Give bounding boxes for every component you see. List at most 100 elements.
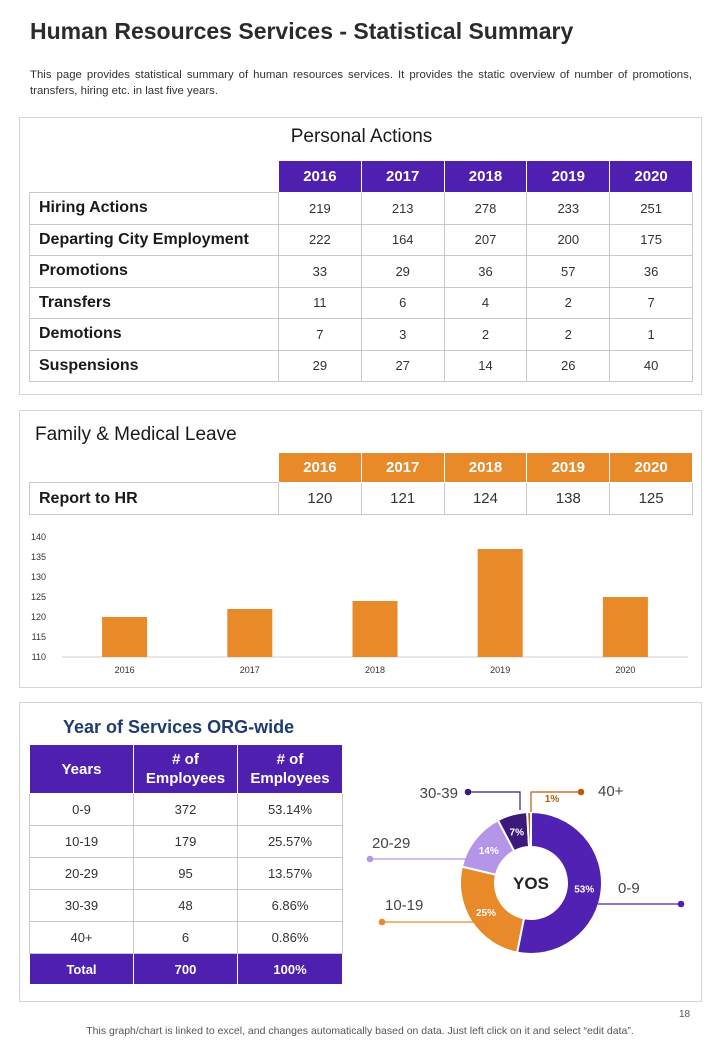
personal-actions-heading: Personal Actions [290, 126, 433, 147]
table-cell: 2 [443, 318, 528, 351]
row-label: Transfers [29, 286, 279, 319]
year-header: 2016 [278, 160, 362, 193]
family-leave-table: 2016 2017 2018 2019 2020 Report to HR 12… [29, 452, 693, 515]
years-header: Years [29, 744, 134, 794]
table-cell: 175 [609, 223, 693, 256]
y-tick-label: 120 [31, 612, 46, 622]
year-header: 2020 [609, 452, 693, 483]
category-label: 20-29 [372, 835, 410, 852]
table-row: Promotions 33 29 36 57 36 [29, 255, 693, 288]
table-cell: 2 [526, 286, 611, 319]
table-row: Hiring Actions 219 213 278 233 251 [29, 192, 693, 225]
table-cell: 36 [443, 255, 528, 288]
donut-slice-10-19 [459, 865, 526, 954]
year-header: 2018 [443, 452, 528, 483]
table-cell: 233 [526, 192, 611, 225]
table-row: 30-39 48 6.86% [29, 889, 343, 922]
table-cell: 25.57% [237, 825, 343, 858]
total-cell: 700 [133, 953, 238, 985]
table-cell: 179 [133, 825, 238, 858]
year-header: 2016 [278, 452, 362, 483]
year-header: 2019 [526, 452, 611, 483]
years-of-service-card: 53% 25% 14% 7% 1% YOS 0-9 10-19 20-29 30-39 40+ Ye… [19, 702, 702, 1002]
callout-dot [577, 788, 585, 796]
table-cell: 29 [360, 255, 445, 288]
row-label: Hiring Actions [29, 192, 279, 225]
employees-count-header: # of Employees [133, 744, 238, 794]
row-label: Departing City Employment [29, 223, 279, 256]
category-label: 40+ [598, 783, 624, 800]
table-cell: 278 [443, 192, 528, 225]
table-row: Suspensions 29 27 14 26 40 [29, 349, 693, 382]
table-cell: 40+ [29, 921, 134, 954]
total-cell: Total [29, 953, 134, 985]
family-medical-leave-card: Family & Medical Leave 2016 2017 2018 20… [19, 410, 702, 688]
bar-2018 [352, 601, 398, 657]
slice-percent-label: 1% [545, 794, 560, 805]
callout-dot [464, 788, 472, 796]
table-cell: 57 [526, 255, 611, 288]
table-row: 40+ 6 0.86% [29, 921, 343, 954]
x-tick-label: 2019 [490, 665, 510, 675]
table-row: Departing City Employment 222 164 207 200 175 [29, 223, 693, 256]
table-corner [29, 452, 279, 483]
year-header: 2017 [360, 160, 445, 193]
table-cell: 124 [443, 482, 528, 515]
footnote: This graph/chart is linked to excel, and… [86, 1025, 634, 1037]
callout-line [468, 791, 521, 810]
page-number: 18 [679, 1009, 691, 1020]
y-tick-label: 110 [32, 652, 46, 662]
slice-percent-label: 14% [479, 846, 499, 857]
table-cell: 29 [278, 349, 362, 382]
years-of-service-table: Years # of Employees # of Employees 0-9 3… [29, 744, 343, 985]
callout-dot [677, 900, 685, 908]
callout-line [530, 791, 581, 812]
row-label: Promotions [29, 255, 279, 288]
y-tick-label: 115 [32, 632, 46, 642]
table-cell: 36 [609, 255, 693, 288]
table-cell: 4 [443, 286, 528, 319]
y-tick-label: 135 [31, 552, 46, 562]
table-cell: 7 [278, 318, 362, 351]
table-cell: 30-39 [29, 889, 134, 922]
table-cell: 251 [609, 192, 693, 225]
table-cell: 213 [360, 192, 445, 225]
table-row: 0-9 372 53.14% [29, 793, 343, 826]
category-label: 0-9 [618, 880, 640, 897]
table-row: Demotions 7 3 2 2 1 [29, 318, 693, 351]
table-row: Transfers 11 6 4 2 7 [29, 286, 693, 319]
table-row: Report to HR 120 121 124 138 125 [29, 482, 693, 515]
personal-actions-table: 2016 2017 2018 2019 2020 Hiring Actions 2… [29, 160, 693, 382]
table-cell: 138 [526, 482, 611, 515]
table-cell: 219 [278, 192, 362, 225]
employees-percent-header: # of Employees [237, 744, 343, 794]
leave-bar-chart: 110 115 120 125 130 135 140 2016 2017 2018 2019 202… [31, 532, 688, 675]
table-cell: 200 [526, 223, 611, 256]
bar-2019 [477, 549, 523, 657]
table-cell: 222 [278, 223, 362, 256]
table-cell: 26 [526, 349, 611, 382]
callout-dot [366, 855, 374, 863]
table-cell: 13.57% [237, 857, 343, 890]
intro-paragraph: This page provides statistical summary o… [30, 69, 692, 97]
table-cell: 0-9 [29, 793, 134, 826]
row-label: Suspensions [29, 349, 279, 382]
bar-2020 [602, 597, 648, 657]
table-corner [29, 160, 279, 193]
slice-percent-label: 53% [574, 884, 594, 895]
table-cell: 0.86% [237, 921, 343, 954]
x-tick-label: 2016 [115, 665, 135, 675]
table-cell: 40 [609, 349, 693, 382]
bar-2016 [102, 617, 148, 657]
table-cell: 20-29 [29, 857, 134, 890]
year-header: 2018 [443, 160, 528, 193]
table-cell: 6 [133, 921, 238, 954]
x-tick-label: 2017 [240, 665, 260, 675]
family-leave-heading: Family & Medical Leave [35, 424, 237, 445]
callout-dot [378, 918, 386, 926]
row-label: Demotions [29, 318, 279, 351]
year-header: 2017 [360, 452, 445, 483]
table-cell: 2 [526, 318, 611, 351]
table-cell: 164 [360, 223, 445, 256]
total-row: Total 700 100% [29, 953, 343, 985]
